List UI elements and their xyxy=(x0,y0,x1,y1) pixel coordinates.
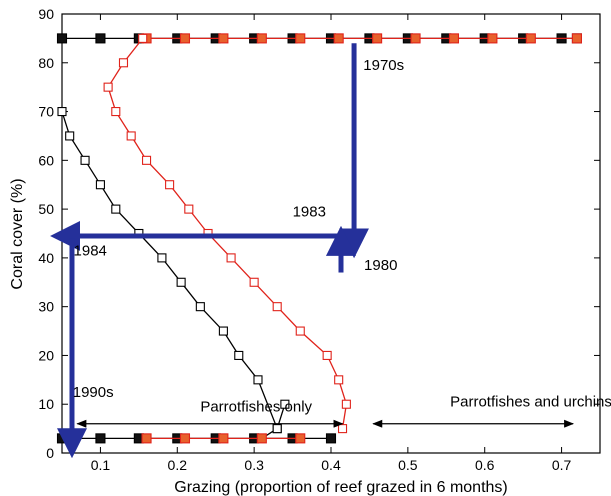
arrow-layer xyxy=(50,43,575,459)
data-point xyxy=(141,155,152,165)
data-point xyxy=(571,33,582,44)
data-point xyxy=(103,82,113,92)
y-tick-label: 60 xyxy=(38,152,54,168)
y-tick-label: 30 xyxy=(38,299,54,315)
data-point xyxy=(157,253,167,263)
x-tick-label: 0.1 xyxy=(91,457,111,473)
data-point xyxy=(333,33,344,44)
y-tick-label: 0 xyxy=(46,445,54,461)
annotation-label: Parrotfishes and urchins xyxy=(450,394,611,411)
data-point xyxy=(341,399,351,409)
data-point xyxy=(195,302,205,312)
data-point xyxy=(295,433,306,444)
x-tick-label: 0.3 xyxy=(244,457,264,473)
y-tick-label: 70 xyxy=(38,104,54,120)
data-point xyxy=(118,58,129,68)
annotation-label: 1984 xyxy=(74,242,107,259)
data-point xyxy=(334,375,344,385)
data-point xyxy=(234,350,244,360)
y-tick-label: 40 xyxy=(38,250,54,266)
y-tick-label: 10 xyxy=(38,396,54,412)
data-point xyxy=(95,33,106,44)
y-tick-label: 80 xyxy=(38,55,54,71)
data-point xyxy=(95,180,105,190)
annotation-label: 1970s xyxy=(363,57,404,74)
data-point xyxy=(65,131,75,141)
data-point xyxy=(56,433,68,444)
y-tick-label: 50 xyxy=(38,201,54,217)
x-tick-label: 0.2 xyxy=(168,457,188,473)
data-point xyxy=(295,326,305,336)
data-point xyxy=(272,302,282,312)
data-point xyxy=(256,433,267,444)
data-point xyxy=(179,33,191,44)
data-point xyxy=(337,424,348,434)
data-point xyxy=(325,433,337,444)
data-point xyxy=(165,180,175,190)
series-line xyxy=(61,111,286,439)
data-point xyxy=(322,350,332,360)
data-point xyxy=(410,33,421,44)
data-point xyxy=(256,33,267,44)
data-point xyxy=(176,277,186,287)
x-tick-label: 0.4 xyxy=(321,457,341,473)
y-axis-label: Coral cover (%) xyxy=(9,178,26,289)
data-point xyxy=(487,33,498,44)
data-point xyxy=(525,33,536,44)
x-tick-label: 0.6 xyxy=(475,457,495,473)
data-point xyxy=(95,433,106,444)
y-tick-label: 90 xyxy=(38,6,54,22)
annotation-layer: 1970s 1983 1980 1984 1990s Parrotfishes only P… xyxy=(73,57,611,415)
data-point xyxy=(253,375,263,385)
data-point xyxy=(280,399,290,409)
data-point xyxy=(295,33,306,44)
data-point xyxy=(218,33,229,44)
data-point xyxy=(111,204,121,214)
x-axis-ticks: 0.1 0.2 0.3 0.4 0.5 0.6 0.7 xyxy=(91,14,572,473)
x-tick-label: 0.7 xyxy=(552,457,572,473)
data-point xyxy=(448,33,460,44)
annotation-label: Parrotfishes only xyxy=(200,399,312,416)
data-point xyxy=(372,33,383,44)
data-point xyxy=(218,326,228,336)
annotation-label: 1990s xyxy=(73,384,114,401)
annotation-label: 1983 xyxy=(293,203,326,220)
series-layer xyxy=(56,33,582,444)
data-point xyxy=(126,131,136,141)
data-point xyxy=(57,107,67,117)
data-point xyxy=(80,155,90,165)
x-tick-label: 0.5 xyxy=(398,457,418,473)
data-point xyxy=(138,33,148,43)
x-axis-label: Grazing (proportion of reef grazed in 6 … xyxy=(174,479,508,496)
data-point xyxy=(56,33,68,44)
data-point xyxy=(184,204,194,214)
data-point xyxy=(111,107,121,117)
data-point xyxy=(226,253,236,263)
data-point xyxy=(249,277,259,287)
y-tick-label: 20 xyxy=(38,347,54,363)
data-point xyxy=(272,424,282,434)
annotation-label: 1980 xyxy=(364,257,397,274)
data-point xyxy=(141,433,152,444)
y-axis-ticks: 0 10 20 30 40 50 60 70 80 90 xyxy=(38,6,600,461)
data-point xyxy=(218,433,229,444)
data-point xyxy=(179,433,191,444)
